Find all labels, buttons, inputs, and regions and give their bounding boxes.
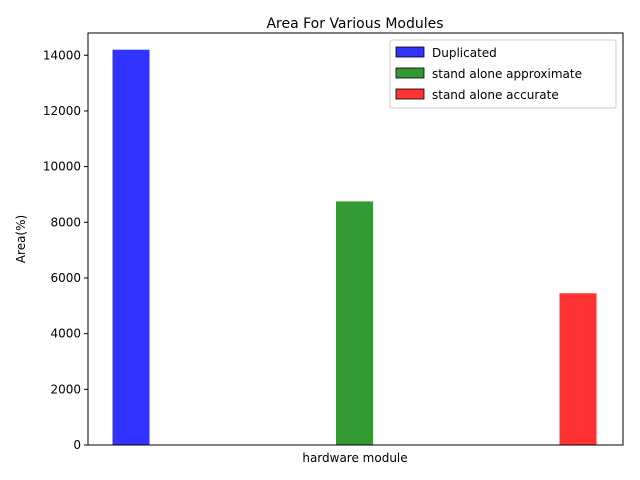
- y-tick-label: 6000: [50, 271, 81, 285]
- y-tick-label: 14000: [43, 48, 81, 62]
- plot-area: [112, 49, 597, 446]
- bar-duplicated: [112, 49, 150, 446]
- legend-entry: Duplicated: [432, 46, 497, 60]
- y-axis-label: Area(%): [14, 215, 28, 263]
- y-tick-label: 10000: [43, 160, 81, 174]
- legend-box: [389, 39, 617, 109]
- y-tick-label: 4000: [50, 327, 81, 341]
- x-axis-label: hardware module: [302, 451, 407, 465]
- legend-swatch: [395, 88, 425, 100]
- plot-frame: [87, 32, 624, 446]
- legend-entry: stand alone approximate: [432, 67, 582, 81]
- chart-title: Area For Various Modules: [266, 16, 443, 32]
- y-axis: 0 2000 4000 6000 8000 10000 12000 14000: [43, 48, 88, 452]
- legend-entry: stand alone accurate: [432, 88, 559, 102]
- y-tick-label: 0: [73, 438, 81, 452]
- bar-stand-alone-approximate: [336, 201, 373, 445]
- legend: Duplicated stand alone approximate stand a…: [389, 39, 617, 109]
- y-tick-label: 12000: [43, 104, 81, 118]
- y-tick-label: 2000: [50, 382, 81, 396]
- legend-swatch: [395, 67, 425, 79]
- bar-stand-alone-accurate: [559, 293, 597, 445]
- y-tick-label: 8000: [50, 215, 81, 229]
- legend-swatch: [395, 46, 425, 58]
